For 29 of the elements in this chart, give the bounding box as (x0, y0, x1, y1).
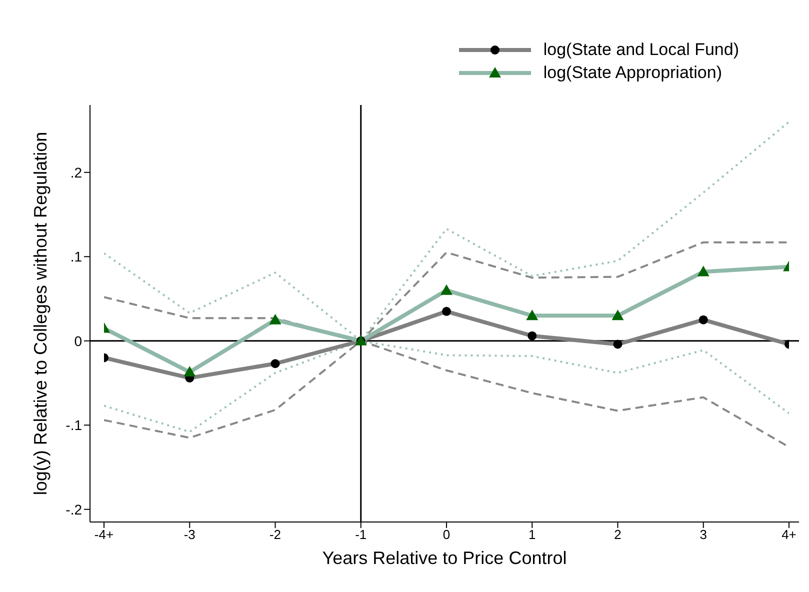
y-tick-label: 0 (74, 332, 82, 349)
point (269, 314, 282, 324)
x-tick-label: 4+ (782, 527, 796, 542)
point (528, 331, 537, 340)
y-tick-label: .2 (70, 164, 82, 180)
x-tick-label: 0 (442, 527, 450, 542)
point (612, 310, 624, 320)
point (184, 366, 196, 377)
x-tick-label: 2 (614, 527, 622, 542)
point (613, 340, 622, 349)
legend-label: log(State Appropriation) (543, 63, 722, 83)
point (697, 266, 710, 276)
legend-label: log(State and Local Fund) (543, 40, 739, 60)
point (526, 310, 538, 320)
x-tick-label: 3 (700, 527, 707, 542)
y-axis-title: log(y) Relative to Colleges without Regulation (30, 132, 50, 496)
y-tick-label: -.2 (66, 501, 82, 518)
y-tick-label: .1 (70, 248, 82, 265)
point (698, 315, 708, 324)
x-tick-label: -4+ (94, 527, 114, 542)
x-tick-label: -2 (269, 527, 282, 542)
x-axis-title: Years Relative to Price Control (322, 548, 567, 568)
x-tick-label: 1 (528, 527, 536, 542)
y-tick-label: -.1 (66, 417, 82, 434)
point (440, 284, 452, 295)
x-tick-label: -3 (184, 527, 196, 542)
point (270, 359, 280, 368)
point (442, 306, 451, 316)
x-tick-label: -1 (355, 527, 367, 542)
